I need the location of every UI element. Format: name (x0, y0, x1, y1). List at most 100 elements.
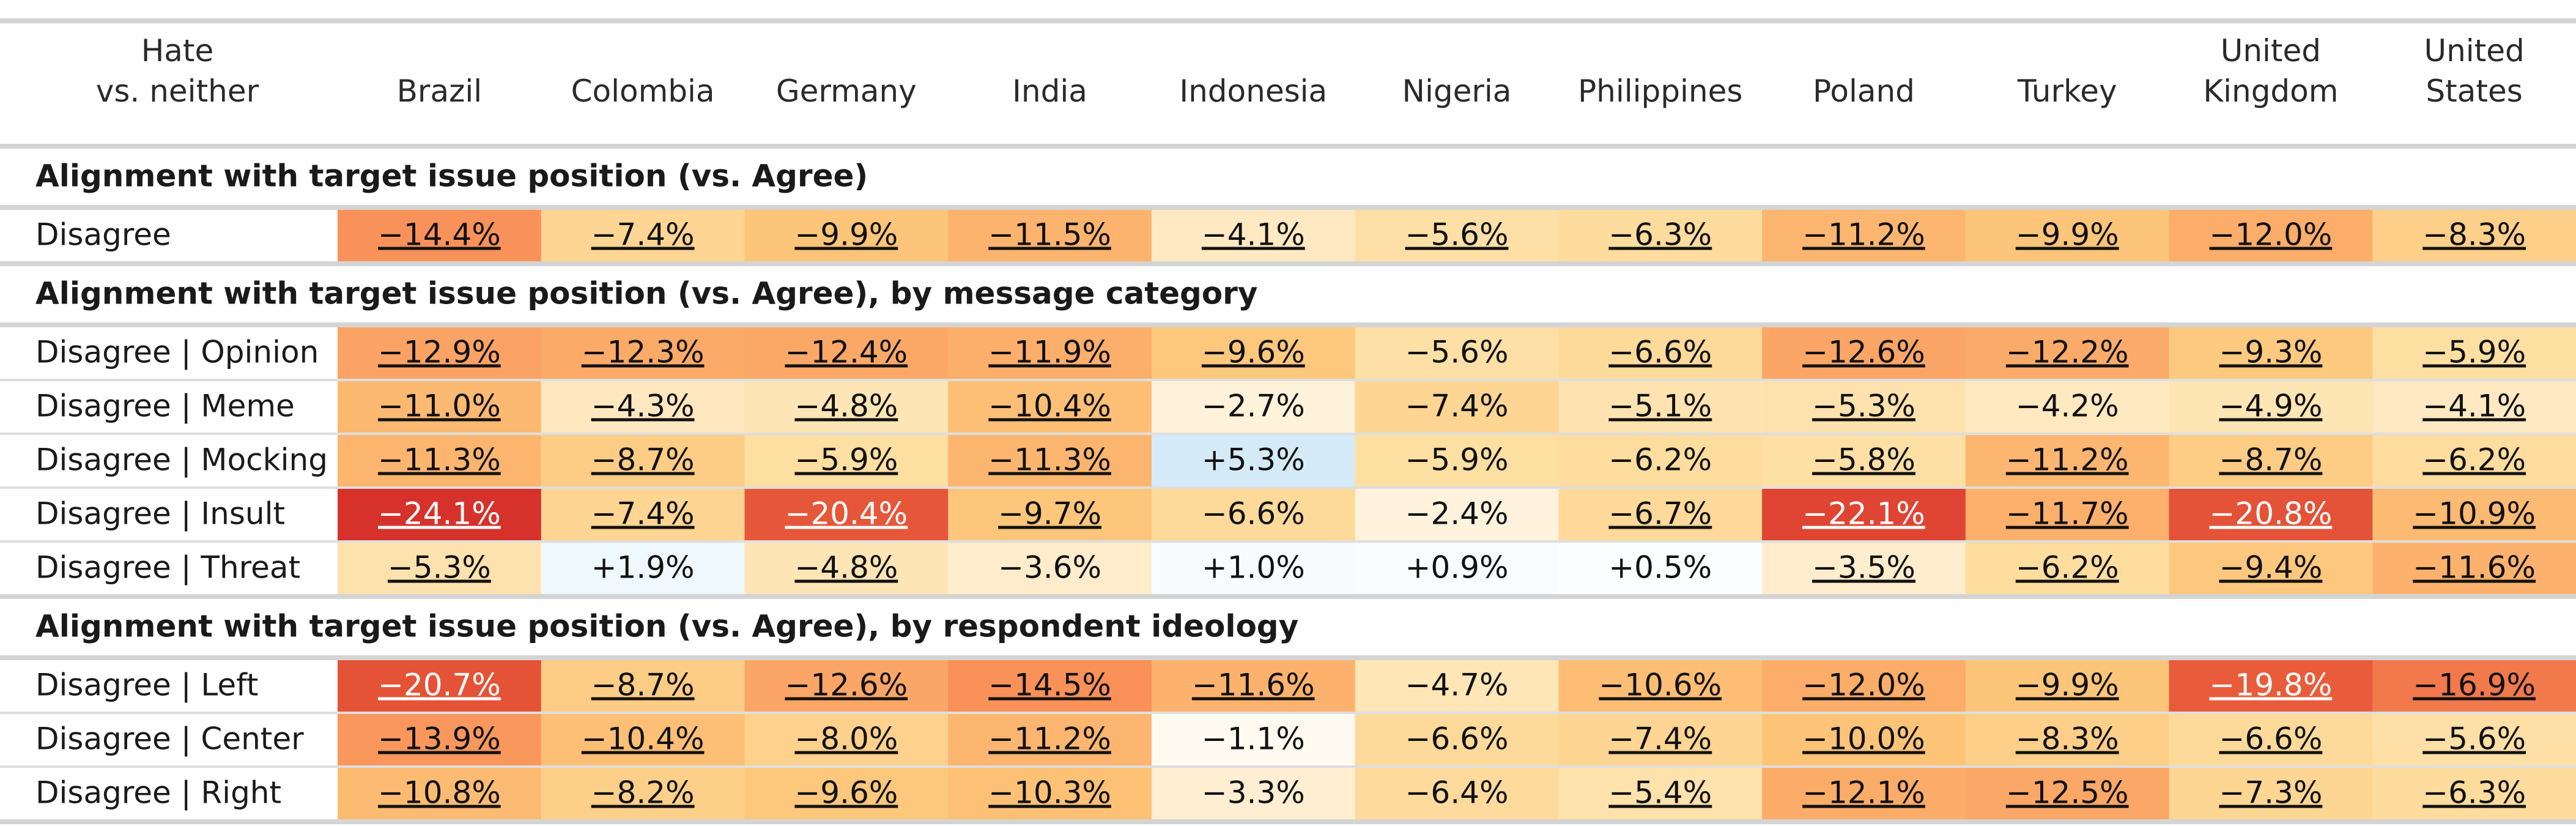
cell-value-label: −2.4% (1405, 496, 1509, 532)
cell-value-label: −22.1% (1802, 496, 1925, 532)
cell-value-label: −3.6% (998, 550, 1101, 586)
row-divider (0, 486, 2576, 489)
heatmap-cell (541, 210, 745, 261)
heatmap-cell (2372, 210, 2576, 261)
heatmap-cell (1151, 543, 1356, 594)
heatmap-cell (1355, 768, 1559, 819)
cell-value-label: −3.5% (1812, 550, 1915, 586)
col-header: Nigeria (1402, 73, 1512, 109)
row-divider (0, 540, 2576, 543)
cell-value-label: −12.5% (2006, 775, 2129, 811)
cell-value-label: −12.3% (582, 335, 705, 370)
heatmap-cell (948, 489, 1152, 540)
heatmap-cell (1965, 381, 2170, 433)
col-header: Germany (776, 73, 917, 109)
cell-value-label: −9.3% (2219, 335, 2322, 370)
cell-value-label: −4.1% (1202, 217, 1305, 253)
heatmap-cell (2372, 714, 2576, 765)
cell-value-label: −6.6% (1608, 335, 1712, 370)
heatmap-cell (1558, 327, 1763, 379)
heatmap-cell (1151, 714, 1356, 765)
heatmap-cell (1965, 660, 2170, 712)
heatmap-cell (541, 714, 745, 765)
heatmap-cell (2169, 327, 2373, 379)
cell-value-label: −4.7% (1405, 668, 1509, 703)
row-divider (0, 379, 2576, 381)
heatmap-cell (1558, 714, 1763, 765)
cell-value-label: −5.6% (1405, 217, 1509, 253)
cell-value-label: −1.1% (1202, 721, 1305, 757)
heatmap-cell (2372, 768, 2576, 819)
table-top-rule (0, 18, 2576, 23)
heatmap-cell (1762, 210, 1966, 261)
cell-value-label: −5.6% (1405, 335, 1509, 370)
heatmap-cell (1965, 543, 2170, 594)
heatmap-cell (1151, 327, 1356, 379)
col-header: Turkey (2017, 73, 2117, 109)
heatmap-cell (744, 714, 949, 765)
cell-value-label: −6.3% (2422, 775, 2526, 811)
section-divider (0, 322, 2576, 327)
cell-value-label: −5.9% (1405, 442, 1509, 478)
heatmap-cell (338, 435, 542, 486)
cell-value-label: −20.8% (2210, 496, 2333, 532)
heatmap-cell (1762, 768, 1966, 819)
heatmap-cell (1965, 714, 2170, 765)
cell-value-label: −5.1% (1608, 389, 1712, 424)
section-title: Alignment with target issue position (vs… (35, 276, 1257, 311)
heatmap-cell (1151, 210, 1356, 261)
cell-value-label: −6.2% (1608, 442, 1712, 478)
cell-value-label: −2.7% (1202, 389, 1305, 424)
col-header: India (1012, 73, 1087, 109)
row-label: Disagree | Opinion (35, 335, 319, 370)
cell-value-label: −9.9% (794, 217, 898, 253)
cell-value-label: −16.9% (2413, 668, 2536, 703)
cell-value-label: +0.9% (1405, 550, 1509, 586)
heatmap-cell (744, 327, 949, 379)
heatmap-cell (1762, 543, 1966, 594)
cell-value-label: +1.9% (591, 550, 695, 586)
heatmap-cell (744, 660, 949, 712)
heatmap-cell (2372, 381, 2576, 433)
cell-value-label: −8.0% (794, 721, 898, 757)
heatmap-cell (1762, 660, 1966, 712)
cell-value-label: −9.6% (1202, 335, 1305, 370)
cell-value-label: −14.4% (378, 217, 501, 253)
heatmap-cell (2372, 435, 2576, 486)
row-divider (0, 712, 2576, 714)
cell-value-label: −11.6% (2413, 550, 2536, 586)
heatmap-cell (948, 327, 1152, 379)
heatmap-cell (338, 768, 542, 819)
cell-value-label: −20.4% (785, 496, 908, 532)
heatmap-cell (744, 435, 949, 486)
cell-value-label: −12.6% (785, 668, 908, 703)
heatmap-cell (1762, 381, 1966, 433)
cell-value-label: −14.5% (988, 668, 1111, 703)
cell-value-label: −5.3% (388, 550, 491, 586)
cell-value-label: −8.7% (591, 442, 695, 478)
cell-value-label: −10.4% (988, 389, 1111, 424)
col-header: Poland (1813, 73, 1915, 109)
cell-value-label: −11.7% (2006, 496, 2129, 532)
heatmap-cell (2169, 381, 2373, 433)
cell-value-label: −4.2% (2016, 389, 2119, 424)
cell-value-label: −8.7% (2219, 442, 2322, 478)
cell-value-label: −11.3% (988, 442, 1111, 478)
table-row: Disagree | Threat −5.3% +1.9% −4.8% −3.6% +1.… (35, 543, 2576, 594)
cell-value-label: −5.4% (1608, 775, 1712, 811)
cell-value-label: −19.8% (2210, 668, 2333, 703)
row-label: Disagree | Threat (35, 550, 300, 586)
cell-value-label: −20.7% (378, 668, 501, 703)
heatmap-cell (1558, 489, 1763, 540)
heatmap-cell (2169, 660, 2373, 712)
heatmap-cell (1558, 435, 1763, 486)
cell-value-label: −10.0% (1802, 721, 1925, 757)
row-label: Disagree (35, 217, 171, 253)
col-header: Colombia (571, 73, 715, 109)
row-label: Disagree | Insult (35, 496, 285, 532)
heatmap-cell (2169, 489, 2373, 540)
heatmap-cell (2169, 714, 2373, 765)
cell-value-label: +1.0% (1202, 550, 1305, 586)
table-row: Disagree | Center −13.9% −10.4% −8.0% −11.2%… (35, 714, 2576, 765)
cell-value-label: −4.8% (794, 389, 898, 424)
